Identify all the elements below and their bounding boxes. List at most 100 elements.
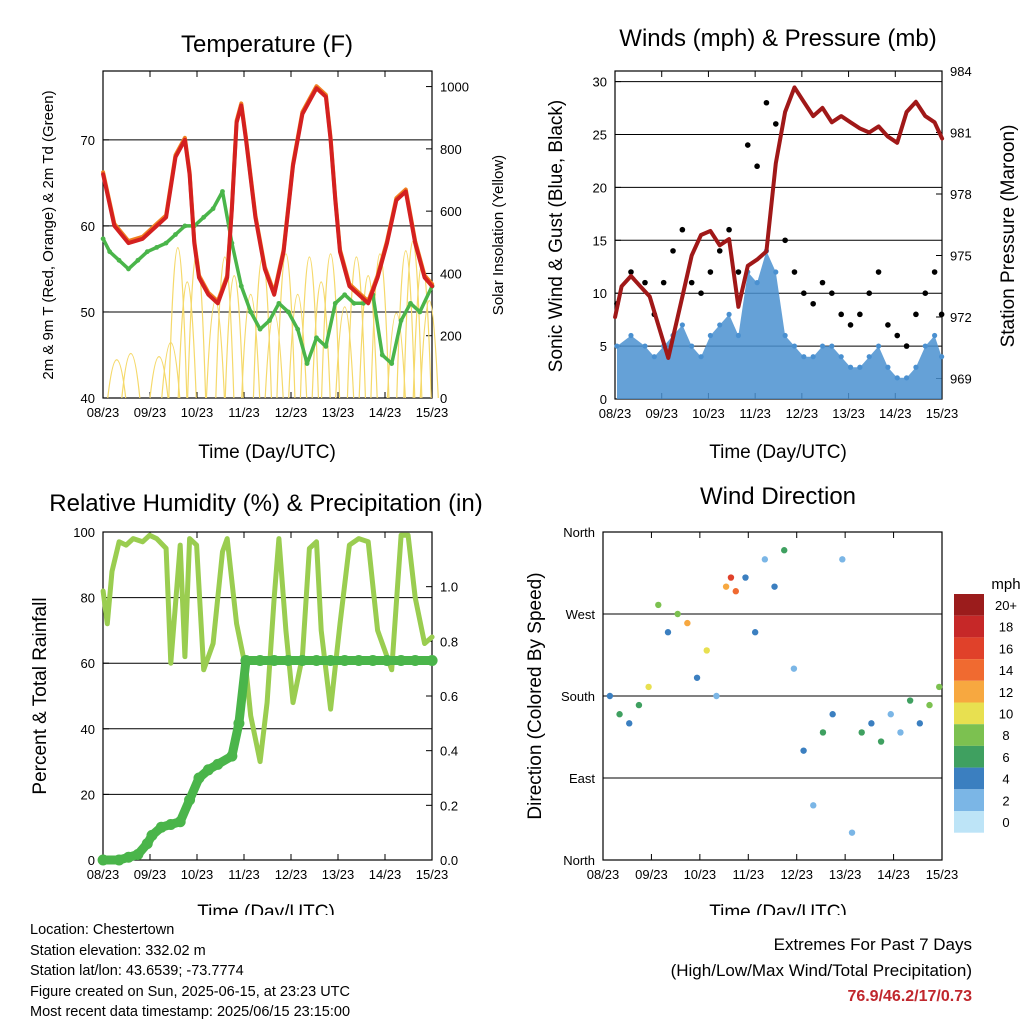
wind-speed-point <box>726 311 732 317</box>
wind-speed-point <box>894 375 900 381</box>
solar-insolation-mark <box>358 275 378 399</box>
solar-insolation-mark <box>215 256 235 399</box>
temperature-panel: Temperature (F) Time (Day/UTC) 2m & 9m T… <box>40 31 507 463</box>
humidity-precip-panel: Relative Humidity (%) & Precipitation (i… <box>30 490 483 923</box>
direction-point <box>935 683 943 691</box>
solar-insolation-mark <box>299 256 320 399</box>
gust-point <box>670 248 676 254</box>
x-tick-label: 09/23 <box>635 867 668 882</box>
precip-point <box>184 794 196 806</box>
elevation-text: Station elevation: 332.02 m <box>30 942 206 959</box>
speed-legend-swatch <box>954 594 984 616</box>
speed-legend-swatch <box>954 789 984 811</box>
y-right-tick-label: 800 <box>440 142 462 157</box>
precip-point <box>122 851 134 863</box>
x-tick-label: 08/23 <box>87 405 120 420</box>
station-info: Location: Chestertown Station elevation:… <box>30 920 350 1023</box>
dewpoint-point <box>257 326 263 332</box>
gust-point <box>782 237 788 244</box>
direction-point <box>606 692 614 700</box>
y-right-tick-label: 0.6 <box>440 689 458 704</box>
precip-point <box>339 654 351 666</box>
speed-legend-label: 2 <box>1002 793 1009 808</box>
extremes-title: Extremes For Past 7 Days <box>773 935 972 954</box>
x-tick-label: 13/23 <box>829 867 862 882</box>
precip-point <box>226 750 238 762</box>
y-right-tick-label: 969 <box>950 372 972 387</box>
precip-point <box>193 772 205 784</box>
created-text: Figure created on Sun, 2025-06-15, at 23… <box>30 983 350 1000</box>
gust-point <box>819 279 826 286</box>
x-tick-label: 08/23 <box>87 867 120 882</box>
x-tick-label: 10/23 <box>692 406 725 421</box>
speed-legend-swatch <box>954 767 984 790</box>
y-tick-label: 50 <box>81 305 95 320</box>
precip-point <box>409 654 421 666</box>
speed-legend-swatch <box>954 811 984 833</box>
y-tick-label: East <box>569 771 595 786</box>
speed-legend-swatch <box>954 637 984 660</box>
gust-point <box>885 322 891 328</box>
direction-title: Wind Direction <box>700 483 856 510</box>
x-tick-label: 14/23 <box>369 405 402 420</box>
wind-speed-point <box>866 354 872 360</box>
temp-2m-line <box>101 86 435 306</box>
y-tick-label: 60 <box>81 656 95 671</box>
solar-insolation-mark <box>177 281 197 399</box>
y-right-tick-label: 978 <box>950 187 972 202</box>
speed-legend-label: 10 <box>999 707 1013 722</box>
speed-legend-label: 14 <box>999 663 1013 678</box>
y-right-tick-label: 0.8 <box>440 634 458 649</box>
x-tick-label: 12/23 <box>786 406 819 421</box>
wind-speed-area <box>616 250 942 399</box>
x-tick-label: 11/23 <box>228 867 260 882</box>
y-tick-label: West <box>566 607 596 622</box>
direction-point <box>916 720 924 727</box>
y-right-tick-label: 400 <box>440 266 462 281</box>
y-tick-label: 0 <box>600 392 607 407</box>
dewpoint-point <box>304 361 310 366</box>
direction-point <box>693 674 701 681</box>
precip-point <box>367 654 379 666</box>
plot-frame <box>102 70 433 399</box>
direction-point <box>800 747 807 754</box>
wind-speed-point <box>847 364 854 370</box>
y-right-tick-label: 0.0 <box>440 853 458 868</box>
gust-point <box>716 248 723 254</box>
precip-point <box>165 818 177 830</box>
dewpoint-point <box>201 214 207 220</box>
direction-point <box>626 720 633 727</box>
x-tick-label: 13/23 <box>832 406 865 421</box>
gust-point <box>628 269 634 275</box>
direction-point <box>635 701 643 709</box>
solar-insolation-mark <box>168 247 188 399</box>
gust-point <box>688 279 695 286</box>
gust-point <box>857 311 863 318</box>
x-tick-label: 14/23 <box>877 867 910 882</box>
direction-point <box>722 583 730 590</box>
direction-point <box>906 697 914 704</box>
winds-ylabel: Sonic Wind & Gust (Blue, Black) <box>546 100 567 372</box>
gust-point <box>744 142 751 148</box>
dewpoint-point <box>116 257 122 263</box>
x-tick-label: 14/23 <box>879 406 912 421</box>
wind-speed-point <box>819 343 826 349</box>
y-right-tick-label: 0.4 <box>440 744 458 759</box>
dewpoint-point <box>314 335 319 341</box>
direction-point <box>781 547 788 554</box>
speed-legend-label: 4 <box>1002 772 1009 787</box>
gust-point <box>754 163 760 170</box>
direction-point <box>664 629 672 636</box>
direction-point <box>858 729 865 736</box>
wind-speed-point <box>838 354 844 360</box>
dewpoint-point <box>182 223 188 229</box>
precip-point <box>141 838 153 850</box>
dewpoint-point <box>351 300 357 306</box>
direction-point <box>761 556 769 563</box>
wind-speed-point <box>642 343 648 349</box>
wind-speed-point <box>782 332 788 339</box>
direction-point <box>810 802 817 809</box>
wind-speed-point <box>754 280 760 286</box>
y-tick-label: 40 <box>81 722 95 737</box>
direction-point <box>616 711 623 718</box>
